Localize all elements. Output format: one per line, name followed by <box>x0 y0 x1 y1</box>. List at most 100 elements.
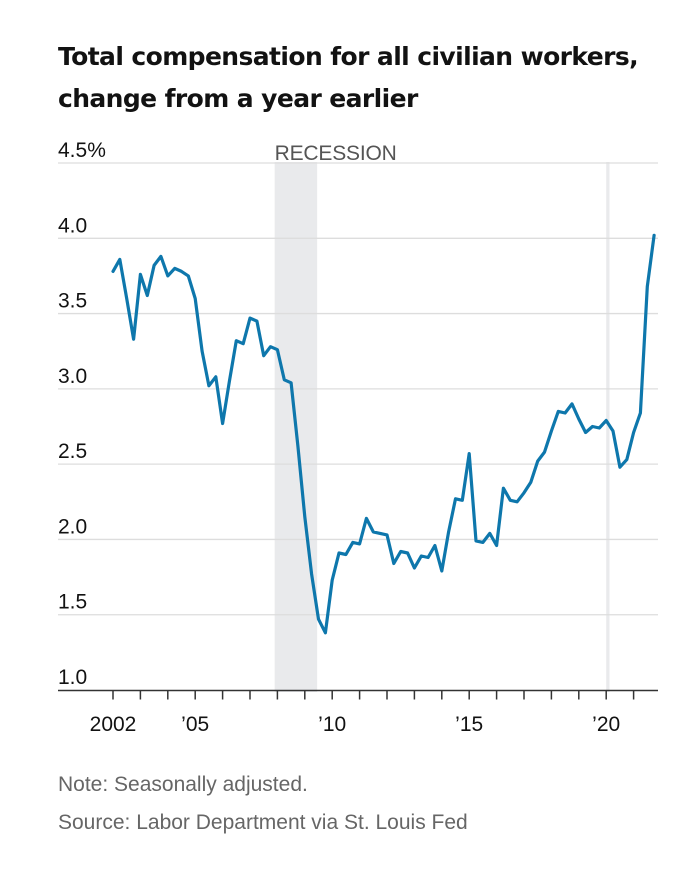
data-point <box>338 552 340 554</box>
data-point <box>379 532 381 535</box>
data-point <box>495 544 498 547</box>
y-tick-label: 1.0 <box>58 666 87 689</box>
data-point <box>461 499 464 502</box>
data-point <box>427 556 429 559</box>
data-point <box>228 380 231 383</box>
data-point <box>358 543 361 545</box>
data-point <box>399 550 402 553</box>
data-point <box>180 270 183 273</box>
data-point <box>468 452 471 455</box>
data-point <box>543 451 546 453</box>
chart-title-line-1: Total compensation for all civilian work… <box>58 42 639 71</box>
data-point <box>139 273 142 276</box>
data-point <box>317 618 320 620</box>
data-point <box>646 285 649 288</box>
data-point <box>221 422 224 425</box>
series-line <box>111 233 656 635</box>
data-point <box>324 632 327 634</box>
data-point <box>413 567 416 569</box>
data-point <box>509 499 512 502</box>
data-point <box>516 501 518 503</box>
data-point <box>482 541 484 544</box>
data-point <box>598 427 601 429</box>
recession-bands: RECESSION <box>274 142 610 692</box>
data-point <box>489 532 491 535</box>
source-text: Source: Labor Department via St. Louis F… <box>58 811 468 834</box>
chart-title-line-2: change from a year earlier <box>58 84 418 113</box>
data-point <box>208 385 210 387</box>
data-point <box>194 297 196 300</box>
data-point <box>564 412 566 414</box>
data-point <box>571 403 573 405</box>
data-point <box>304 516 306 518</box>
x-tick-label: ’20 <box>592 713 620 736</box>
data-point <box>276 348 279 351</box>
x-tick-label: ’05 <box>181 713 209 736</box>
data-point <box>584 431 587 434</box>
data-point <box>352 541 354 544</box>
y-tick-label: 1.5 <box>58 591 87 614</box>
data-point <box>187 275 190 277</box>
data-point <box>297 445 299 447</box>
data-point <box>201 350 203 353</box>
data-point <box>283 379 286 381</box>
data-point <box>454 498 457 500</box>
data-point <box>591 425 594 428</box>
data-point <box>619 466 621 469</box>
data-point <box>406 552 409 554</box>
y-tick-label: 3.0 <box>58 365 87 388</box>
data-point <box>146 294 149 297</box>
data-point <box>310 573 313 575</box>
data-point <box>372 531 375 533</box>
data-point <box>112 270 114 273</box>
y-tick-label: 2.0 <box>58 515 87 538</box>
data-point <box>256 320 258 322</box>
data-point <box>393 562 395 565</box>
note-text: Note: Seasonally adjusted. <box>58 773 308 796</box>
x-tick-label: 2002 <box>90 713 137 736</box>
data-point <box>153 264 155 267</box>
data-point <box>605 419 607 422</box>
data-point <box>639 412 642 414</box>
data-point <box>249 317 251 319</box>
data-point <box>215 376 217 378</box>
y-tick-label: 2.5 <box>58 440 87 463</box>
line-chart: RECESSION 4.5% 4.0 3.5 3.0 2.5 2.0 1.5 1.0 2002… <box>58 139 658 736</box>
data-point <box>119 258 121 261</box>
data-point <box>242 342 244 345</box>
data-point <box>160 255 162 258</box>
data-point <box>578 418 580 420</box>
data-point <box>441 570 443 572</box>
data-point <box>502 487 505 490</box>
data-point <box>365 517 368 520</box>
data-point <box>386 534 388 536</box>
recession-band <box>606 162 610 692</box>
data-point <box>632 431 635 434</box>
data-point <box>167 275 169 277</box>
data-point <box>235 339 238 342</box>
data-point <box>536 460 539 462</box>
data-point <box>125 297 128 300</box>
data-point <box>173 267 176 270</box>
data-point <box>420 555 423 557</box>
y-tick-label: 3.5 <box>58 290 87 313</box>
x-axis: 2002 ’05 ’10 ’15 ’20 <box>58 689 658 736</box>
x-tick-label: ’10 <box>318 713 346 736</box>
y-tick-label: 4.5% <box>58 139 106 162</box>
data-point <box>475 540 477 542</box>
data-point <box>345 553 347 556</box>
chart-notes: Note: Seasonally adjusted. Source: Labor… <box>58 770 468 846</box>
data-point <box>447 531 450 533</box>
data-point <box>132 338 135 341</box>
x-tick-label: ’15 <box>455 713 483 736</box>
data-point <box>626 458 628 461</box>
data-point <box>262 354 265 357</box>
data-point <box>557 410 560 413</box>
chart-title: Total compensation for all civilian work… <box>58 36 658 120</box>
data-point <box>653 234 655 237</box>
data-point <box>612 430 614 432</box>
gridlines <box>58 162 658 616</box>
data-series <box>111 233 656 635</box>
data-point <box>434 544 436 547</box>
data-point <box>550 430 553 432</box>
